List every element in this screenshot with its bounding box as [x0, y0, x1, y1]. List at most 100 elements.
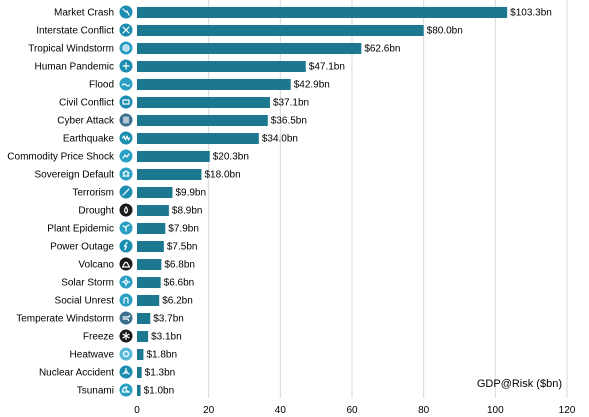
social-unrest-icon [119, 293, 133, 307]
category-label-drought: Drought [78, 206, 114, 217]
bar-flood [137, 79, 291, 90]
value-label-plant-epidemic: $7.9bn [168, 224, 199, 235]
volcano-icon-circle [119, 257, 133, 271]
category-label-interstate-conflict: Interstate Conflict [36, 26, 114, 37]
bar-plant-epidemic [137, 223, 166, 234]
social-unrest-icon-glyph [123, 296, 129, 304]
plant-epidemic-icon [119, 221, 133, 235]
terrorism-icon [119, 185, 133, 199]
commodity-price-shock-icon-glyph [122, 153, 130, 159]
heatwave-icon [119, 347, 133, 361]
category-label-commodity-price-shock: Commodity Price Shock [7, 152, 115, 163]
interstate-conflict-icon [119, 23, 133, 37]
x-tick-label-0: 0 [134, 405, 140, 416]
x-tick-label-60: 60 [346, 405, 358, 416]
bar-interstate-conflict [137, 25, 424, 36]
bar-tsunami [137, 385, 141, 396]
category-label-market-crash: Market Crash [54, 8, 114, 19]
value-label-drought: $8.9bn [172, 206, 203, 217]
bar-social-unrest [137, 295, 160, 306]
value-label-earthquake: $34.0bn [262, 134, 298, 145]
value-label-freeze: $3.1bn [151, 332, 182, 343]
category-label-nuclear-accident: Nuclear Accident [39, 368, 114, 379]
value-label-heatwave: $1.8bn [146, 350, 177, 361]
bar-earthquake [137, 133, 259, 144]
flood-icon-glyph [121, 83, 131, 87]
tropical-windstorm-icon [119, 41, 133, 55]
volcano-icon [119, 257, 133, 271]
heatwave-icon-glyph [122, 350, 130, 358]
earthquake-icon [119, 131, 133, 145]
market-crash-icon [119, 5, 133, 19]
value-label-cyber-attack: $36.5bn [271, 116, 307, 127]
category-label-tropical-windstorm: Tropical Windstorm [28, 44, 114, 55]
power-outage-icon [119, 239, 133, 253]
value-label-sovereign-default: $18.0bn [205, 170, 241, 181]
civil-conflict-icon-glyph [122, 99, 130, 105]
value-label-civil-conflict: $37.1bn [273, 98, 309, 109]
social-unrest-icon-circle [119, 293, 133, 307]
category-label-tsunami: Tsunami [77, 386, 114, 397]
civil-conflict-icon-circle [119, 95, 133, 109]
category-label-social-unrest: Social Unrest [55, 296, 115, 307]
drought-icon-circle [119, 203, 133, 217]
value-label-commodity-price-shock: $20.3bn [213, 152, 249, 163]
temperate-windstorm-icon-circle [119, 311, 133, 325]
bar-freeze [137, 331, 149, 342]
civil-conflict-icon [119, 95, 133, 109]
drought-icon-glyph [123, 206, 129, 214]
cyber-attack-icon [119, 113, 133, 127]
value-label-terrorism: $9.9bn [175, 188, 206, 199]
tropical-windstorm-icon-glyph [122, 44, 130, 52]
bar-sovereign-default [137, 169, 202, 180]
tsunami-icon [119, 383, 133, 397]
volcano-icon-glyph [121, 261, 131, 268]
category-label-sovereign-default: Sovereign Default [35, 170, 115, 181]
value-label-tropical-windstorm: $62.6bn [364, 44, 400, 55]
bar-human-pandemic [137, 61, 306, 72]
bar-drought [137, 205, 169, 216]
x-tick-label-80: 80 [418, 405, 430, 416]
value-labels: $103.3bn $80.0bn $62.6bn $47.1bn $42.9bn $37.… [144, 8, 552, 397]
value-label-nuclear-accident: $1.3bn [145, 368, 176, 379]
earthquake-icon-glyph [121, 135, 131, 141]
category-label-solar-storm: Solar Storm [61, 278, 114, 289]
category-label-freeze: Freeze [83, 332, 115, 343]
bar-commodity-price-shock [137, 151, 210, 162]
freeze-icon-glyph [122, 331, 130, 341]
interstate-conflict-icon-glyph [122, 26, 130, 34]
sovereign-default-icon-circle [119, 167, 133, 181]
solar-storm-icon-circle [119, 275, 133, 289]
category-label-cyber-attack: Cyber Attack [57, 116, 115, 127]
market-crash-icon-glyph [122, 8, 130, 16]
category-label-earthquake: Earthquake [63, 134, 115, 145]
x-tick-labels: 0 20 40 60 80 100 120 [134, 405, 576, 416]
bar-tropical-windstorm [137, 43, 362, 54]
bar-market-crash [137, 7, 508, 18]
x-tick-label-20: 20 [203, 405, 215, 416]
category-label-flood: Flood [89, 80, 114, 91]
nuclear-accident-icon-circle [119, 365, 133, 379]
bar-temperate-windstorm [137, 313, 151, 324]
bar-solar-storm [137, 277, 161, 288]
value-label-power-outage: $7.5bn [167, 242, 198, 253]
temperate-windstorm-icon [119, 311, 133, 325]
value-label-solar-storm: $6.6bn [164, 278, 195, 289]
value-label-volcano: $6.8bn [164, 260, 195, 271]
x-tick-label-40: 40 [275, 405, 287, 416]
category-label-power-outage: Power Outage [50, 242, 114, 253]
value-label-interstate-conflict: $80.0bn [427, 26, 463, 37]
bar-cyber-attack [137, 115, 268, 126]
flood-icon-circle [119, 77, 133, 91]
nuclear-accident-icon-glyph [122, 367, 130, 375]
bars [137, 7, 508, 396]
bar-civil-conflict [137, 97, 270, 108]
flood-icon [119, 77, 133, 91]
terrorism-icon-glyph [122, 188, 130, 196]
bar-heatwave [137, 349, 144, 360]
value-label-tsunami: $1.0bn [144, 386, 175, 397]
tropical-windstorm-icon-circle [119, 41, 133, 55]
freeze-icon [119, 329, 133, 343]
value-label-human-pandemic: $47.1bn [309, 62, 345, 73]
category-label-civil-conflict: Civil Conflict [59, 98, 114, 109]
